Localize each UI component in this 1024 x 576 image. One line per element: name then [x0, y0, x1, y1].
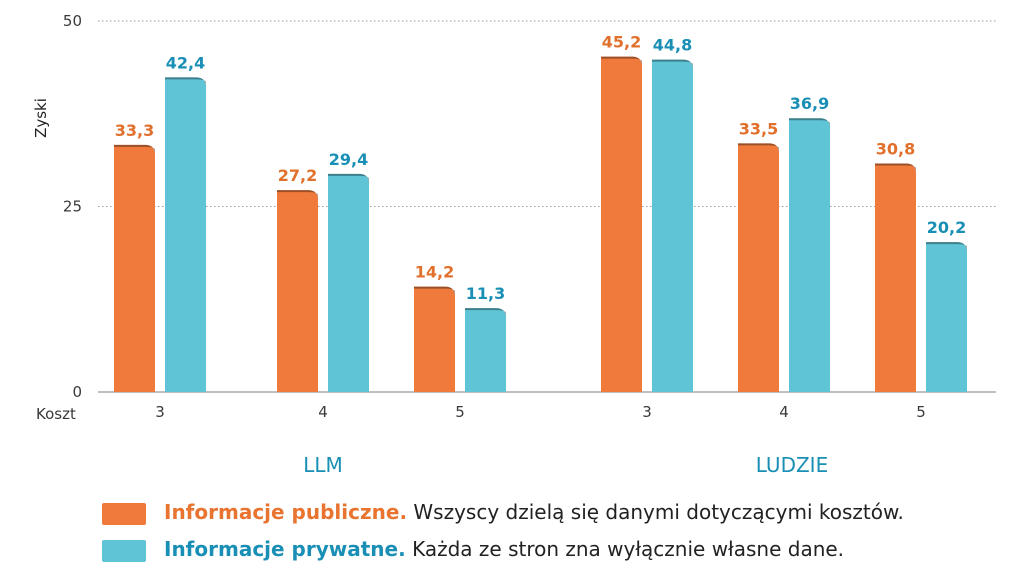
- bar-top-shade: [926, 242, 967, 253]
- x-tick-label: 3: [642, 403, 652, 421]
- data-label: 36,9: [790, 94, 829, 113]
- y-tick-label: 50: [63, 12, 82, 30]
- data-label: 29,4: [329, 150, 368, 169]
- bar-top-shade: [738, 143, 779, 154]
- bar-top-shade: [652, 59, 693, 70]
- bar-public: [114, 144, 155, 392]
- legend-swatch-public: [102, 502, 146, 525]
- y-tick-label: 0: [72, 383, 82, 401]
- bar-top-shade: [328, 173, 369, 184]
- x-tick-label: 4: [318, 403, 328, 421]
- legend-desc-private: Każda ze stron zna wyłącznie własne dane…: [412, 537, 845, 561]
- bar-private: [789, 118, 830, 393]
- data-label: 11,3: [466, 284, 505, 303]
- bar-public: [875, 163, 916, 392]
- group-label: LUDZIE: [756, 453, 828, 477]
- bar-top-shade: [165, 77, 206, 88]
- bar-top-shade: [465, 308, 506, 319]
- bar-chart: Zyski Koszt 0 25 50 3 33,3 42,4 4 27,2 29,4 5 14,…: [32, 12, 996, 477]
- bar-public: [277, 190, 318, 392]
- bar-public: [738, 143, 779, 392]
- data-label: 33,3: [115, 121, 154, 140]
- bar-private: [465, 308, 506, 392]
- bar-private: [328, 173, 369, 392]
- data-label: 44,8: [653, 36, 692, 55]
- bar-public: [414, 286, 455, 392]
- data-label: 27,2: [278, 166, 317, 185]
- legend-item-public: Informacje publiczne. Wszyscy dzielą się…: [102, 500, 904, 525]
- x-tick-label: 4: [779, 403, 789, 421]
- data-label: 30,8: [876, 139, 915, 158]
- x-tick-label: 5: [455, 403, 465, 421]
- bar-public: [601, 56, 642, 393]
- bar-top-shade: [601, 56, 642, 67]
- data-label: 33,5: [739, 119, 778, 138]
- bar-top-shade: [114, 144, 155, 155]
- x-axis-label: Koszt: [36, 405, 76, 423]
- legend-swatch-private: [102, 539, 146, 562]
- data-label: 45,2: [602, 33, 641, 52]
- legend-item-private: Informacje prywatne. Każda ze stron zna …: [102, 537, 844, 562]
- y-axis-label: Zyski: [32, 98, 50, 138]
- y-tick-label: 25: [63, 198, 82, 216]
- legend-desc-public: Wszyscy dzielą się danymi dotyczącymi ko…: [413, 500, 904, 524]
- bar-private: [165, 77, 206, 392]
- x-tick-label: 3: [155, 403, 165, 421]
- bar-private: [926, 242, 967, 392]
- data-label: 20,2: [927, 218, 966, 237]
- bar-private: [652, 59, 693, 393]
- bar-top-shade: [875, 163, 916, 174]
- group-label: LLM: [303, 453, 343, 477]
- legend-name-private: Informacje prywatne.: [164, 537, 406, 561]
- data-label: 14,2: [415, 263, 454, 282]
- bar-top-shade: [789, 118, 830, 129]
- data-label: 42,4: [166, 53, 205, 72]
- bar-top-shade: [277, 190, 318, 201]
- bar-top-shade: [414, 286, 455, 297]
- legend-name-public: Informacje publiczne.: [164, 500, 408, 524]
- x-tick-label: 5: [916, 403, 926, 421]
